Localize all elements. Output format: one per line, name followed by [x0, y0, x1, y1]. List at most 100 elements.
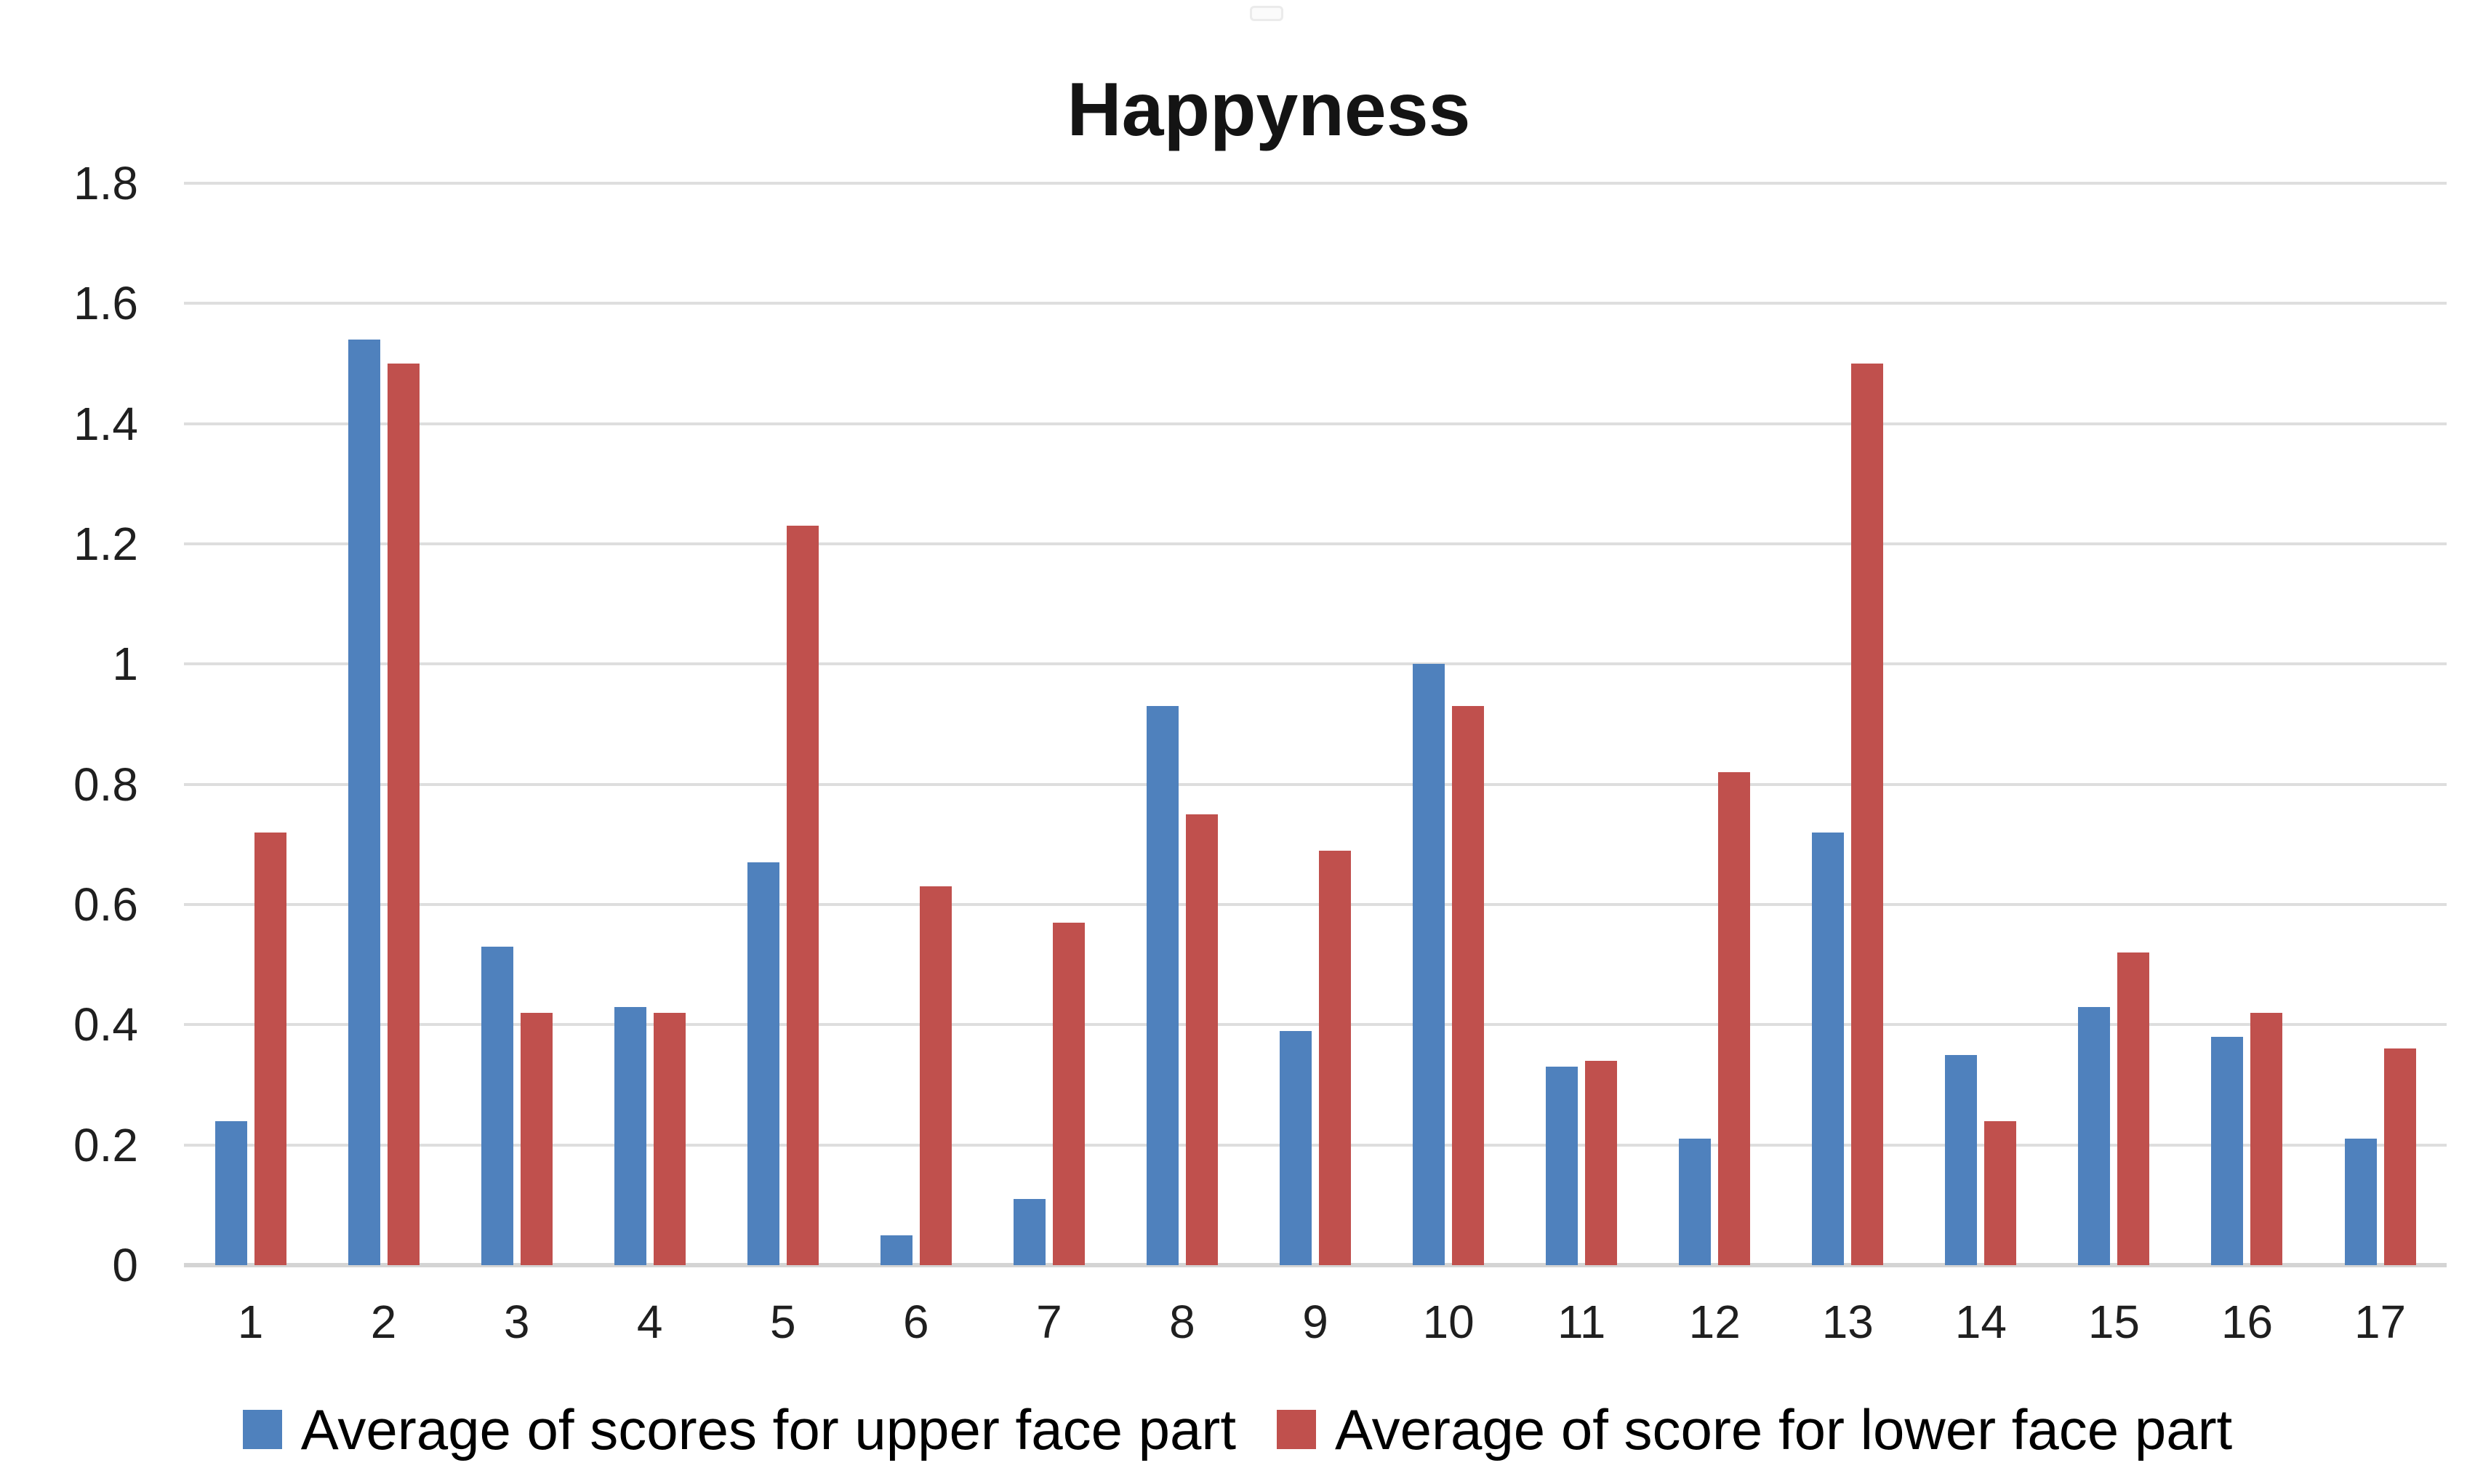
- bar-upper-cat-3: [481, 946, 513, 1265]
- bar-lower-cat-10: [1452, 706, 1485, 1265]
- bar-lower-cat-16: [2250, 1012, 2283, 1265]
- bar-upper-cat-4: [614, 1006, 646, 1265]
- x-tick-label-3: 3: [503, 1296, 530, 1348]
- x-tick-label-10: 10: [1422, 1296, 1475, 1348]
- plot-area: [184, 182, 2447, 1267]
- x-tick-label-9: 9: [1302, 1296, 1328, 1348]
- bar-upper-cat-5: [747, 862, 779, 1265]
- bar-lower-cat-3: [520, 1012, 553, 1265]
- legend-label-lower: Average of score for lower face part: [1335, 1397, 2233, 1461]
- category-group-8: [1115, 183, 1248, 1265]
- category-group-13: [1781, 183, 1914, 1265]
- x-tick-label-5: 5: [769, 1296, 796, 1348]
- bar-upper-cat-1: [214, 1120, 247, 1265]
- bar-lower-cat-2: [387, 364, 420, 1265]
- bar-upper-cat-15: [2078, 1006, 2111, 1265]
- y-tick-label-0.8: 0.8: [73, 758, 138, 811]
- bar-upper-cat-12: [1679, 1139, 1712, 1265]
- x-tick-label-17: 17: [2354, 1296, 2407, 1348]
- category-group-7: [982, 183, 1115, 1265]
- bar-upper-cat-7: [1013, 1199, 1046, 1265]
- bar-lower-cat-17: [2383, 1048, 2416, 1265]
- category-group-11: [1515, 183, 1648, 1265]
- bar-upper-cat-8: [1146, 706, 1179, 1265]
- y-tick-label-1.2: 1.2: [73, 518, 138, 570]
- gridline-1: [184, 662, 2447, 666]
- category-group-1: [184, 183, 317, 1265]
- bar-lower-cat-8: [1185, 814, 1218, 1265]
- legend-item-lower: Average of score for lower face part: [1277, 1396, 2232, 1463]
- gridline-1.4: [184, 422, 2447, 425]
- bar-lower-cat-15: [2117, 952, 2150, 1265]
- window-artifact: [1250, 6, 1283, 21]
- x-axis-line: [184, 1263, 2447, 1267]
- gridline-1.2: [184, 542, 2447, 545]
- chart-title: Happyness: [1067, 68, 1471, 152]
- bar-upper-cat-17: [2344, 1139, 2377, 1265]
- gridline-1.8: [184, 182, 2447, 185]
- category-group-14: [1914, 183, 2047, 1265]
- x-tick-label-6: 6: [903, 1296, 929, 1348]
- bar-upper-cat-6: [880, 1235, 912, 1265]
- legend-label-upper: Average of scores for upper face part: [300, 1397, 1237, 1461]
- y-tick-label-1.6: 1.6: [73, 277, 138, 330]
- category-group-3: [450, 183, 583, 1265]
- bar-lower-cat-9: [1319, 850, 1352, 1265]
- x-tick-label-2: 2: [370, 1296, 397, 1348]
- x-tick-label-1: 1: [237, 1296, 264, 1348]
- y-tick-label-1: 1: [112, 638, 138, 691]
- bar-lower-cat-11: [1585, 1060, 1618, 1265]
- bar-lower-cat-1: [254, 832, 286, 1265]
- gridline-0.2: [184, 1143, 2447, 1147]
- bar-upper-cat-13: [1812, 832, 1845, 1265]
- legend-swatch-lower-icon: [1277, 1410, 1317, 1449]
- category-group-5: [716, 183, 849, 1265]
- category-group-4: [583, 183, 716, 1265]
- gridline-0.8: [184, 782, 2447, 786]
- bar-lower-cat-14: [1984, 1120, 2017, 1265]
- bar-lower-cat-4: [653, 1012, 686, 1265]
- gridline-0.4: [184, 1023, 2447, 1027]
- x-tick-label-13: 13: [1821, 1296, 1874, 1348]
- category-group-9: [1249, 183, 1382, 1265]
- x-tick-label-11: 11: [1557, 1296, 1606, 1348]
- gridlines: [184, 182, 2447, 1267]
- y-tick-label-1.8: 1.8: [73, 157, 138, 209]
- x-tick-label-8: 8: [1169, 1296, 1195, 1348]
- category-group-6: [849, 183, 982, 1265]
- category-group-17: [2314, 183, 2447, 1265]
- bar-lower-cat-13: [1851, 364, 1884, 1265]
- category-group-10: [1382, 183, 1515, 1265]
- y-tick-label-0: 0: [112, 1239, 138, 1291]
- bar-upper-cat-11: [1546, 1067, 1579, 1265]
- bar-lower-cat-5: [786, 526, 819, 1265]
- x-tick-label-16: 16: [2221, 1296, 2274, 1348]
- bar-lower-cat-7: [1052, 922, 1085, 1265]
- category-group-12: [1648, 183, 1781, 1265]
- bars-container: [184, 183, 2447, 1265]
- y-tick-label-0.4: 0.4: [73, 998, 138, 1051]
- bar-lower-cat-12: [1718, 772, 1751, 1265]
- category-group-16: [2181, 183, 2314, 1265]
- bar-lower-cat-6: [919, 886, 952, 1265]
- legend-swatch-upper-icon: [242, 1410, 282, 1449]
- gridline-1.6: [184, 302, 2447, 305]
- category-group-2: [317, 183, 450, 1265]
- bar-upper-cat-9: [1280, 1030, 1312, 1265]
- bar-upper-cat-16: [2211, 1036, 2244, 1265]
- x-axis-labels: 1 2 3 4 5 6 7 8 9 10 11 12 13 14 15 16 17: [184, 1296, 2447, 1348]
- y-tick-label-0.2: 0.2: [73, 1118, 138, 1171]
- legend-item-upper: Average of scores for upper face part: [242, 1396, 1237, 1463]
- gridline-0.6: [184, 903, 2447, 906]
- category-group-15: [2047, 183, 2181, 1265]
- bar-upper-cat-10: [1413, 664, 1445, 1265]
- y-tick-label-1.4: 1.4: [73, 397, 138, 450]
- x-tick-label-14: 14: [1954, 1296, 2007, 1348]
- x-tick-label-4: 4: [636, 1296, 663, 1348]
- x-tick-label-12: 12: [1688, 1296, 1741, 1348]
- legend: Average of scores for upper face part Ave…: [0, 1393, 2475, 1466]
- x-tick-label-15: 15: [2087, 1296, 2140, 1348]
- bar-upper-cat-14: [1945, 1054, 1978, 1265]
- x-tick-label-7: 7: [1036, 1296, 1062, 1348]
